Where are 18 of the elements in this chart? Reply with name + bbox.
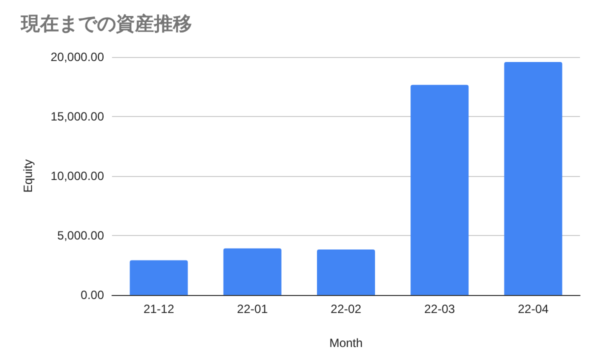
bar — [410, 84, 469, 295]
x-tick-label: 22-01 — [237, 302, 268, 316]
bar — [223, 248, 282, 295]
x-tick-label: 22-02 — [330, 302, 362, 316]
x-axis-title: Month — [329, 336, 363, 350]
y-tick-label: 15,000.00 — [50, 110, 104, 124]
x-tick-label: 22-03 — [424, 302, 456, 316]
y-tick-label: 5,000.00 — [57, 228, 104, 242]
y-tick-label: 20,000.00 — [50, 50, 104, 64]
chart-title: 現在までの資産推移 — [20, 13, 192, 35]
x-tick-label: 21-12 — [143, 302, 174, 316]
bar — [504, 62, 562, 295]
bar — [316, 250, 376, 295]
bar — [130, 260, 188, 295]
y-tick-label: 0.00 — [80, 288, 104, 302]
y-axis-title: Equity — [21, 159, 35, 193]
x-tick-label: 22-04 — [518, 302, 549, 316]
y-tick-label: 10,000.00 — [50, 169, 104, 183]
